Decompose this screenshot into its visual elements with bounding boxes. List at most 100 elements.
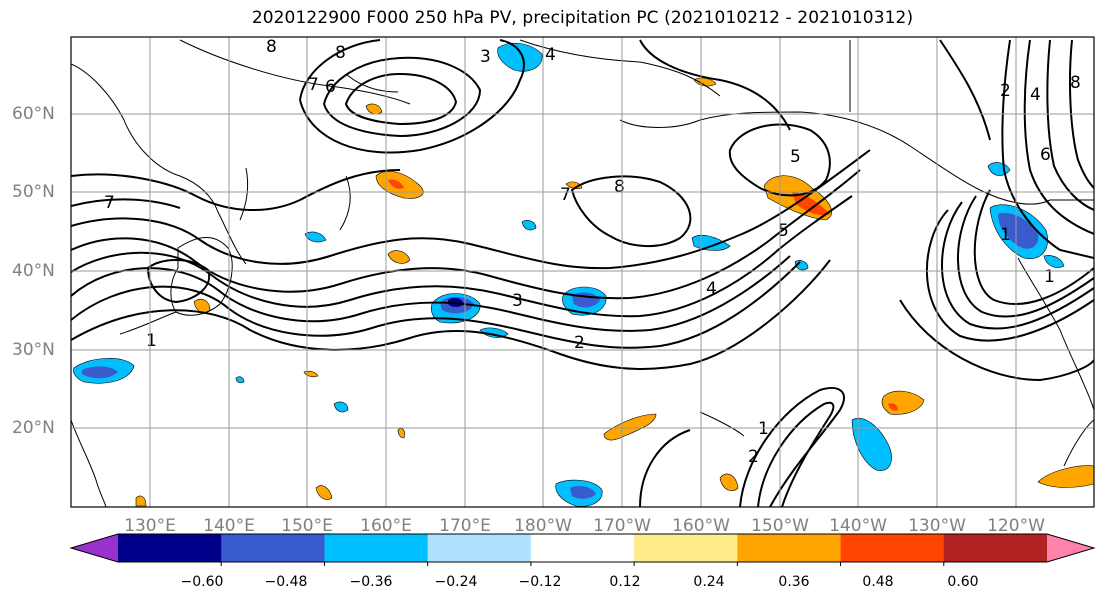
contour-label: 1: [1044, 267, 1055, 287]
precip-anomaly-neg: [1043, 255, 1065, 268]
lat-label-40n: 40°N: [12, 261, 55, 281]
pv-contour-line: [973, 189, 1094, 305]
precip-anomaly-pos: [693, 77, 717, 87]
precip-anomaly-pos: [792, 192, 830, 216]
precip-anomaly-neg: [479, 327, 509, 338]
pv-contour-line: [1069, 39, 1094, 189]
pv-contour-line: [1046, 39, 1094, 211]
colorbar-segment: [840, 534, 945, 562]
pv-contour-line: [639, 39, 791, 131]
pv-contour-line: [71, 255, 791, 332]
contour-label: 7: [104, 193, 115, 213]
contour-label: 8: [614, 177, 625, 197]
contour-label: 6: [1040, 145, 1051, 165]
pv-contour-line: [1023, 39, 1094, 235]
contour-label: 7: [560, 185, 571, 205]
colorbar-extend-max: [1047, 534, 1094, 562]
lon-label-130e: 130°E: [124, 516, 176, 536]
contour-label: 8: [266, 37, 277, 57]
contour-label: 1: [1000, 225, 1011, 245]
colorbar-tick-label: 0.12: [609, 574, 641, 590]
pv-contour-line: [344, 72, 458, 126]
lon-label-130w: 130°W: [908, 516, 966, 536]
colorbar-tick-label: −0.24: [434, 574, 478, 590]
colorbar-segment: [737, 534, 842, 562]
colorbar: [69, 533, 1096, 566]
map-title: 2020122900 F000 250 hPa PV, precipitatio…: [251, 8, 914, 28]
precip-anomaly-pos: [193, 298, 211, 314]
contour-label: 4: [545, 45, 556, 65]
colorbar-segment: [427, 534, 532, 562]
lon-label-160w: 160°W: [672, 516, 730, 536]
contour-label: 3: [480, 47, 491, 67]
colorbar-tick-label: 0.48: [862, 574, 894, 590]
lon-label-140w: 140°W: [829, 516, 887, 536]
precip-anomaly-neg: [333, 401, 349, 413]
pv-contour-line: [146, 259, 211, 304]
pv-contour-line: [939, 39, 991, 141]
pv-contour-line: [639, 429, 691, 507]
colorbar-tick-label: −0.48: [264, 574, 308, 590]
colorbar-extend-min: [71, 534, 118, 562]
colorbar-tick-label: −0.60: [180, 574, 224, 590]
pv-contour-line: [71, 169, 861, 300]
colorbar-tick-label: 0.24: [693, 574, 725, 590]
contour-label: 1: [146, 331, 157, 351]
colorbar-segment: [634, 534, 738, 562]
lon-label-160e: 160°E: [360, 516, 412, 536]
colorbar-segment: [943, 534, 1048, 562]
colorbar-segment: [324, 534, 429, 562]
pv-contour-labels: 8 8 3 4 6 7 7 1 2 3 4 5 5 8 7 1 2 1 2 4 …: [104, 37, 1081, 467]
precip-anomaly-neg: [235, 376, 245, 384]
lat-label-20n: 20°N: [12, 418, 55, 438]
pv-contour-line: [899, 299, 1094, 382]
lat-label-60n: 60°N: [12, 104, 55, 124]
contour-label: 5: [778, 221, 789, 241]
pv-contour-line: [71, 198, 181, 209]
colorbar-outline: [69, 533, 1096, 563]
contour-label: 3: [512, 291, 523, 311]
pv-contour-line: [299, 39, 525, 154]
precip-anomaly-pos: [397, 428, 405, 439]
lon-label-140e: 140°E: [203, 516, 255, 536]
precip-anomaly-pos: [387, 250, 411, 264]
pv-contours: [71, 39, 1094, 507]
lon-label-150w: 150°W: [751, 516, 809, 536]
precip-anomaly-pos: [888, 403, 898, 411]
pv-contour-line: [71, 259, 831, 370]
pv-contour-line: [322, 56, 482, 138]
lon-label-180w: 180°W: [514, 516, 572, 536]
pv-contour-line: [757, 401, 835, 507]
colorbar-tick-label: 0.60: [947, 574, 979, 590]
precip-anomaly-neg: [497, 42, 543, 72]
precip-anomaly-pos: [1037, 465, 1094, 488]
precip-anomaly-pos: [315, 485, 333, 500]
pv-contour-line: [71, 261, 801, 349]
contour-label: 7: [308, 75, 319, 95]
precip-anomaly-pos: [135, 495, 147, 507]
colorbar-tick-label: 0.36: [778, 574, 810, 590]
contour-label: 4: [706, 279, 717, 299]
lon-label-170w: 170°W: [593, 516, 651, 536]
pv-contour-line: [728, 123, 831, 197]
colorbar-tick-label: −0.36: [349, 574, 393, 590]
pv-contour-line: [570, 175, 692, 248]
contour-label: 2: [1000, 81, 1011, 101]
contour-label: 2: [574, 333, 585, 353]
pv-contour-line: [941, 201, 1094, 330]
graticule: [71, 37, 1094, 507]
colorbar-segment: [221, 534, 325, 562]
contour-label: 5: [790, 147, 801, 167]
precip-anomaly-neg: [570, 486, 596, 499]
pv-contour-line: [957, 195, 1094, 318]
contour-label: 1: [758, 419, 769, 439]
lon-label-170e: 170°E: [439, 516, 491, 536]
contour-label: 8: [335, 43, 346, 63]
map-panel: 8 8 3 4 6 7 7 1 2 3 4 5 5 8 7 1 2 1 2 4 …: [71, 37, 1094, 507]
lon-label-120w: 120°W: [987, 516, 1045, 536]
precip-anomaly-neg: [851, 418, 892, 471]
precip-anomaly-pos: [603, 413, 657, 441]
pv-contour-line: [71, 169, 401, 212]
contour-label: 8: [1070, 73, 1081, 93]
